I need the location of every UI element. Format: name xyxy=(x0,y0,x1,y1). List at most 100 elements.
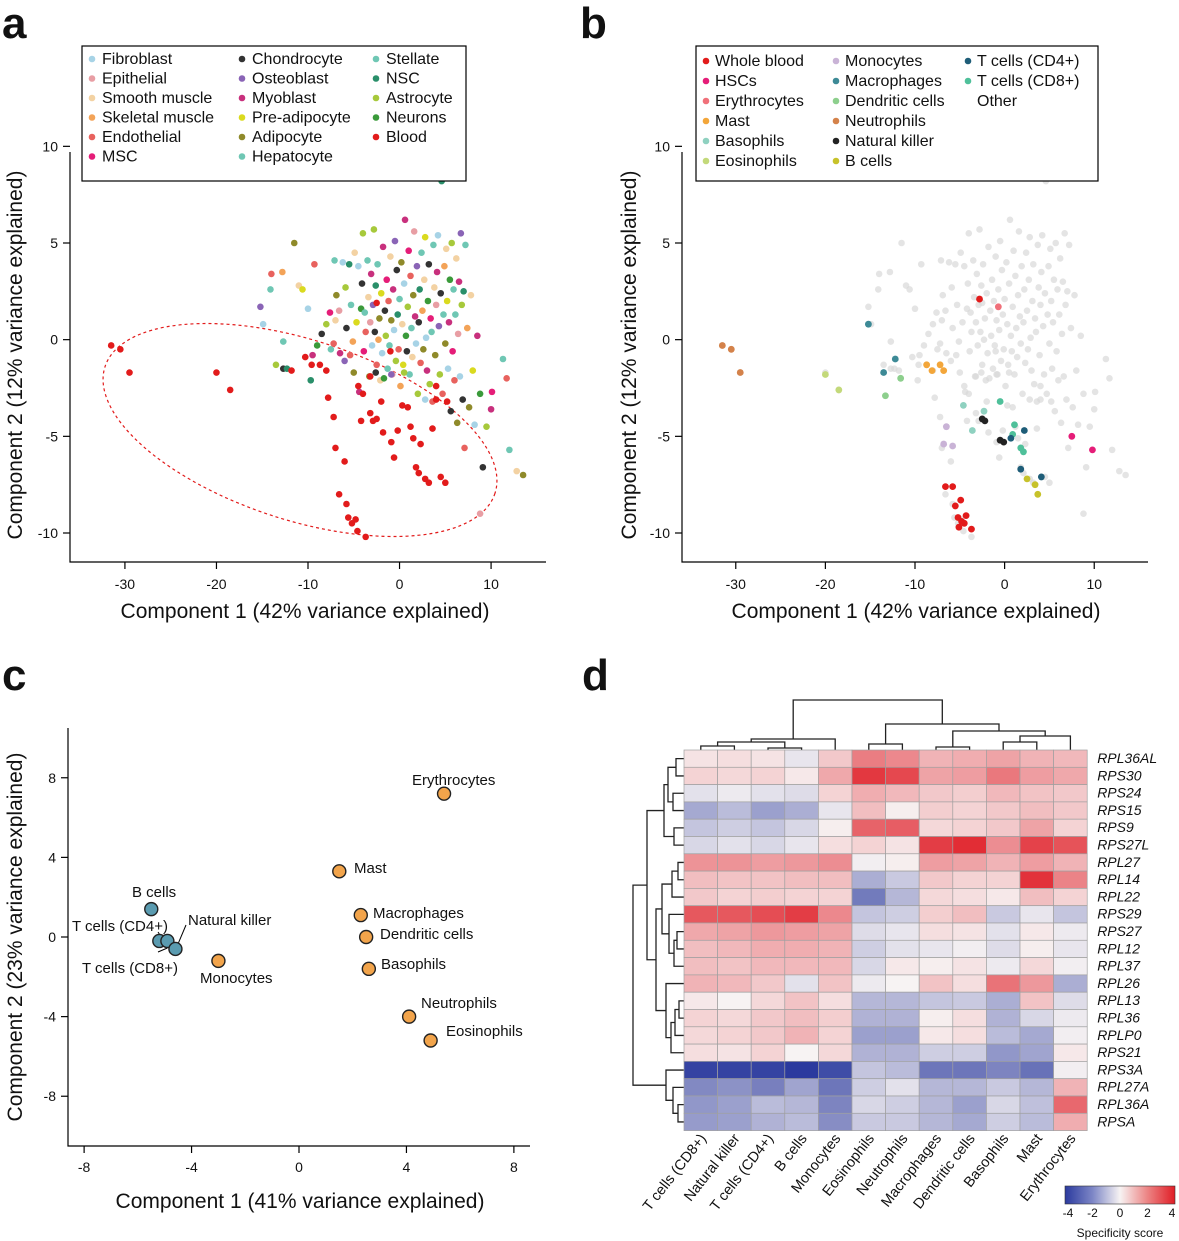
background-point xyxy=(985,429,992,436)
cell-type-point xyxy=(968,427,976,434)
heatmap-cell xyxy=(683,853,718,872)
heatmap-cell xyxy=(918,784,954,803)
background-point xyxy=(953,301,961,309)
heatmap-cell xyxy=(784,1078,819,1097)
panel-a-ylabel: Component 2 (12% variance explained) xyxy=(4,171,27,540)
background-point xyxy=(1055,376,1062,384)
background-point xyxy=(1064,444,1072,452)
background-point xyxy=(1039,322,1047,330)
sample-point xyxy=(383,276,391,284)
heatmap-cell xyxy=(784,818,819,837)
heatmap-cell xyxy=(683,1043,718,1062)
sample-point xyxy=(461,444,468,452)
sample-point xyxy=(499,355,507,363)
blood-sample-point xyxy=(341,458,348,465)
legend-label: Mast xyxy=(715,113,750,130)
legend-swatch xyxy=(372,114,380,121)
panel-b-scatter: -30 -20 -10 0 10 -10 -5 0 5 10 Whole blood HSCs Ery… xyxy=(618,45,1148,623)
sample-point xyxy=(371,328,379,336)
heatmap-cell xyxy=(717,784,752,803)
sample-point xyxy=(353,318,360,326)
background-point xyxy=(1038,231,1046,239)
sample-point xyxy=(409,291,417,299)
cell-type-point xyxy=(1020,427,1028,434)
background-point xyxy=(1009,303,1016,311)
heatmap-cell xyxy=(851,766,886,785)
cell-type-point xyxy=(727,345,735,353)
sample-point xyxy=(376,315,383,322)
heatmap-cell xyxy=(1053,818,1088,837)
background-point xyxy=(1012,272,1019,280)
cell-type-point xyxy=(211,953,226,969)
cell-type-point xyxy=(940,367,948,374)
heatmap-cell xyxy=(851,784,886,803)
heatmap-cell xyxy=(818,939,853,958)
legend-swatch xyxy=(238,55,246,63)
blood-sample-point xyxy=(366,409,374,417)
row-label: RPL36A xyxy=(1097,1096,1149,1112)
background-point xyxy=(1065,241,1073,249)
background-point xyxy=(1073,367,1080,374)
heatmap-cell xyxy=(683,957,718,976)
cell-type-point xyxy=(358,929,374,945)
cell-type-point xyxy=(955,523,963,531)
row-label: RPS15 xyxy=(1097,802,1142,818)
background-point xyxy=(970,293,978,301)
heatmap-cell xyxy=(750,766,786,785)
heatmap-cell xyxy=(683,818,718,837)
legend-swatch xyxy=(88,114,96,121)
row-label: RPS3A xyxy=(1097,1061,1143,1077)
x-tick-label: 0 xyxy=(295,1159,303,1175)
heatmap-cell xyxy=(750,818,786,837)
sample-point xyxy=(398,320,406,328)
sample-point xyxy=(445,318,453,326)
sample-point xyxy=(428,328,435,336)
blood-sample-point xyxy=(432,382,440,390)
cell-type-point xyxy=(981,417,989,425)
blood-sample-point xyxy=(354,527,361,535)
sample-point xyxy=(304,305,312,313)
background-point xyxy=(1021,440,1029,448)
heatmap-cell xyxy=(986,974,1021,993)
legend-label: Chondrocyte xyxy=(252,51,343,68)
background-point xyxy=(1064,288,1071,295)
sample-point xyxy=(267,286,274,293)
heatmap-cell xyxy=(683,922,718,941)
blood-sample-point xyxy=(442,479,449,487)
sample-point xyxy=(385,297,392,305)
point-label: B cells xyxy=(132,884,176,901)
sample-point xyxy=(374,260,381,268)
heatmap-cell xyxy=(1053,991,1088,1010)
heatmap-cell xyxy=(851,1061,886,1080)
panel-b-xlabel: Component 1 (42% variance explained) xyxy=(732,600,1101,623)
background-point xyxy=(981,315,989,322)
heatmap-cell xyxy=(1019,1043,1054,1062)
background-point xyxy=(942,307,949,314)
heatmap-cell xyxy=(1019,905,1054,924)
heatmap-cell xyxy=(818,801,853,820)
sample-point xyxy=(439,390,446,398)
blood-sample-point xyxy=(443,398,451,405)
panel-a-scatter: -30 -20 -10 0 10 -10 -5 0 5 10 Fibroblast Epitheli… xyxy=(4,45,546,623)
heatmap-cell xyxy=(851,957,886,976)
heatmap-cell xyxy=(784,870,819,889)
heatmap-cell xyxy=(683,888,718,907)
background-point xyxy=(1008,347,1016,355)
legend-swatch xyxy=(238,133,246,141)
background-point xyxy=(995,326,1003,334)
legend-label: T cells (CD8+) xyxy=(977,73,1079,90)
sample-point xyxy=(452,255,460,262)
sample-point xyxy=(373,361,380,369)
heatmap-cell xyxy=(885,1009,920,1028)
heatmap-cell xyxy=(851,801,886,820)
background-point xyxy=(1026,396,1034,403)
background-point xyxy=(968,533,975,541)
heatmap-cell xyxy=(683,939,718,958)
background-point xyxy=(991,342,999,349)
blood-sample-point xyxy=(417,440,424,448)
blood-sample-point xyxy=(373,415,380,423)
background-point xyxy=(929,320,937,328)
heatmap-cell xyxy=(818,870,853,889)
heatmap-cell xyxy=(683,905,718,924)
heatmap-cell xyxy=(1019,801,1054,820)
